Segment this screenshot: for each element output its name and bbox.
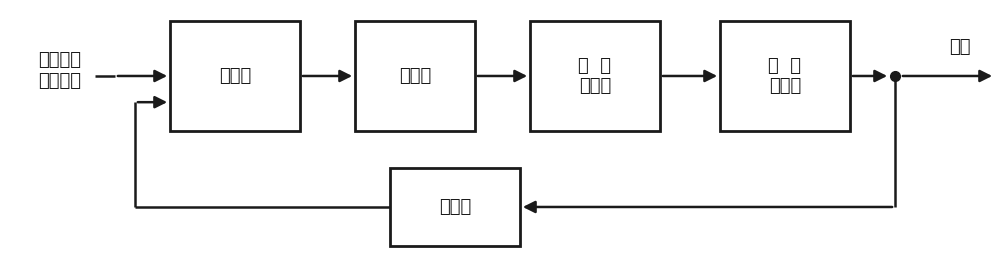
Text: 鉴相器: 鉴相器 xyxy=(219,67,251,85)
Bar xyxy=(355,21,475,131)
Text: 电荷泵: 电荷泵 xyxy=(399,67,431,85)
Text: 压  控
振荡器: 压 控 振荡器 xyxy=(768,57,802,95)
Text: 分频器: 分频器 xyxy=(439,198,471,216)
Text: 环  路
滤波器: 环 路 滤波器 xyxy=(578,57,612,95)
Text: 输入参考
频率信号: 输入参考 频率信号 xyxy=(38,51,82,90)
Bar xyxy=(530,21,660,131)
Bar xyxy=(170,21,300,131)
Bar xyxy=(720,21,850,131)
Bar xyxy=(390,168,520,246)
Text: 输出: 输出 xyxy=(949,38,971,56)
